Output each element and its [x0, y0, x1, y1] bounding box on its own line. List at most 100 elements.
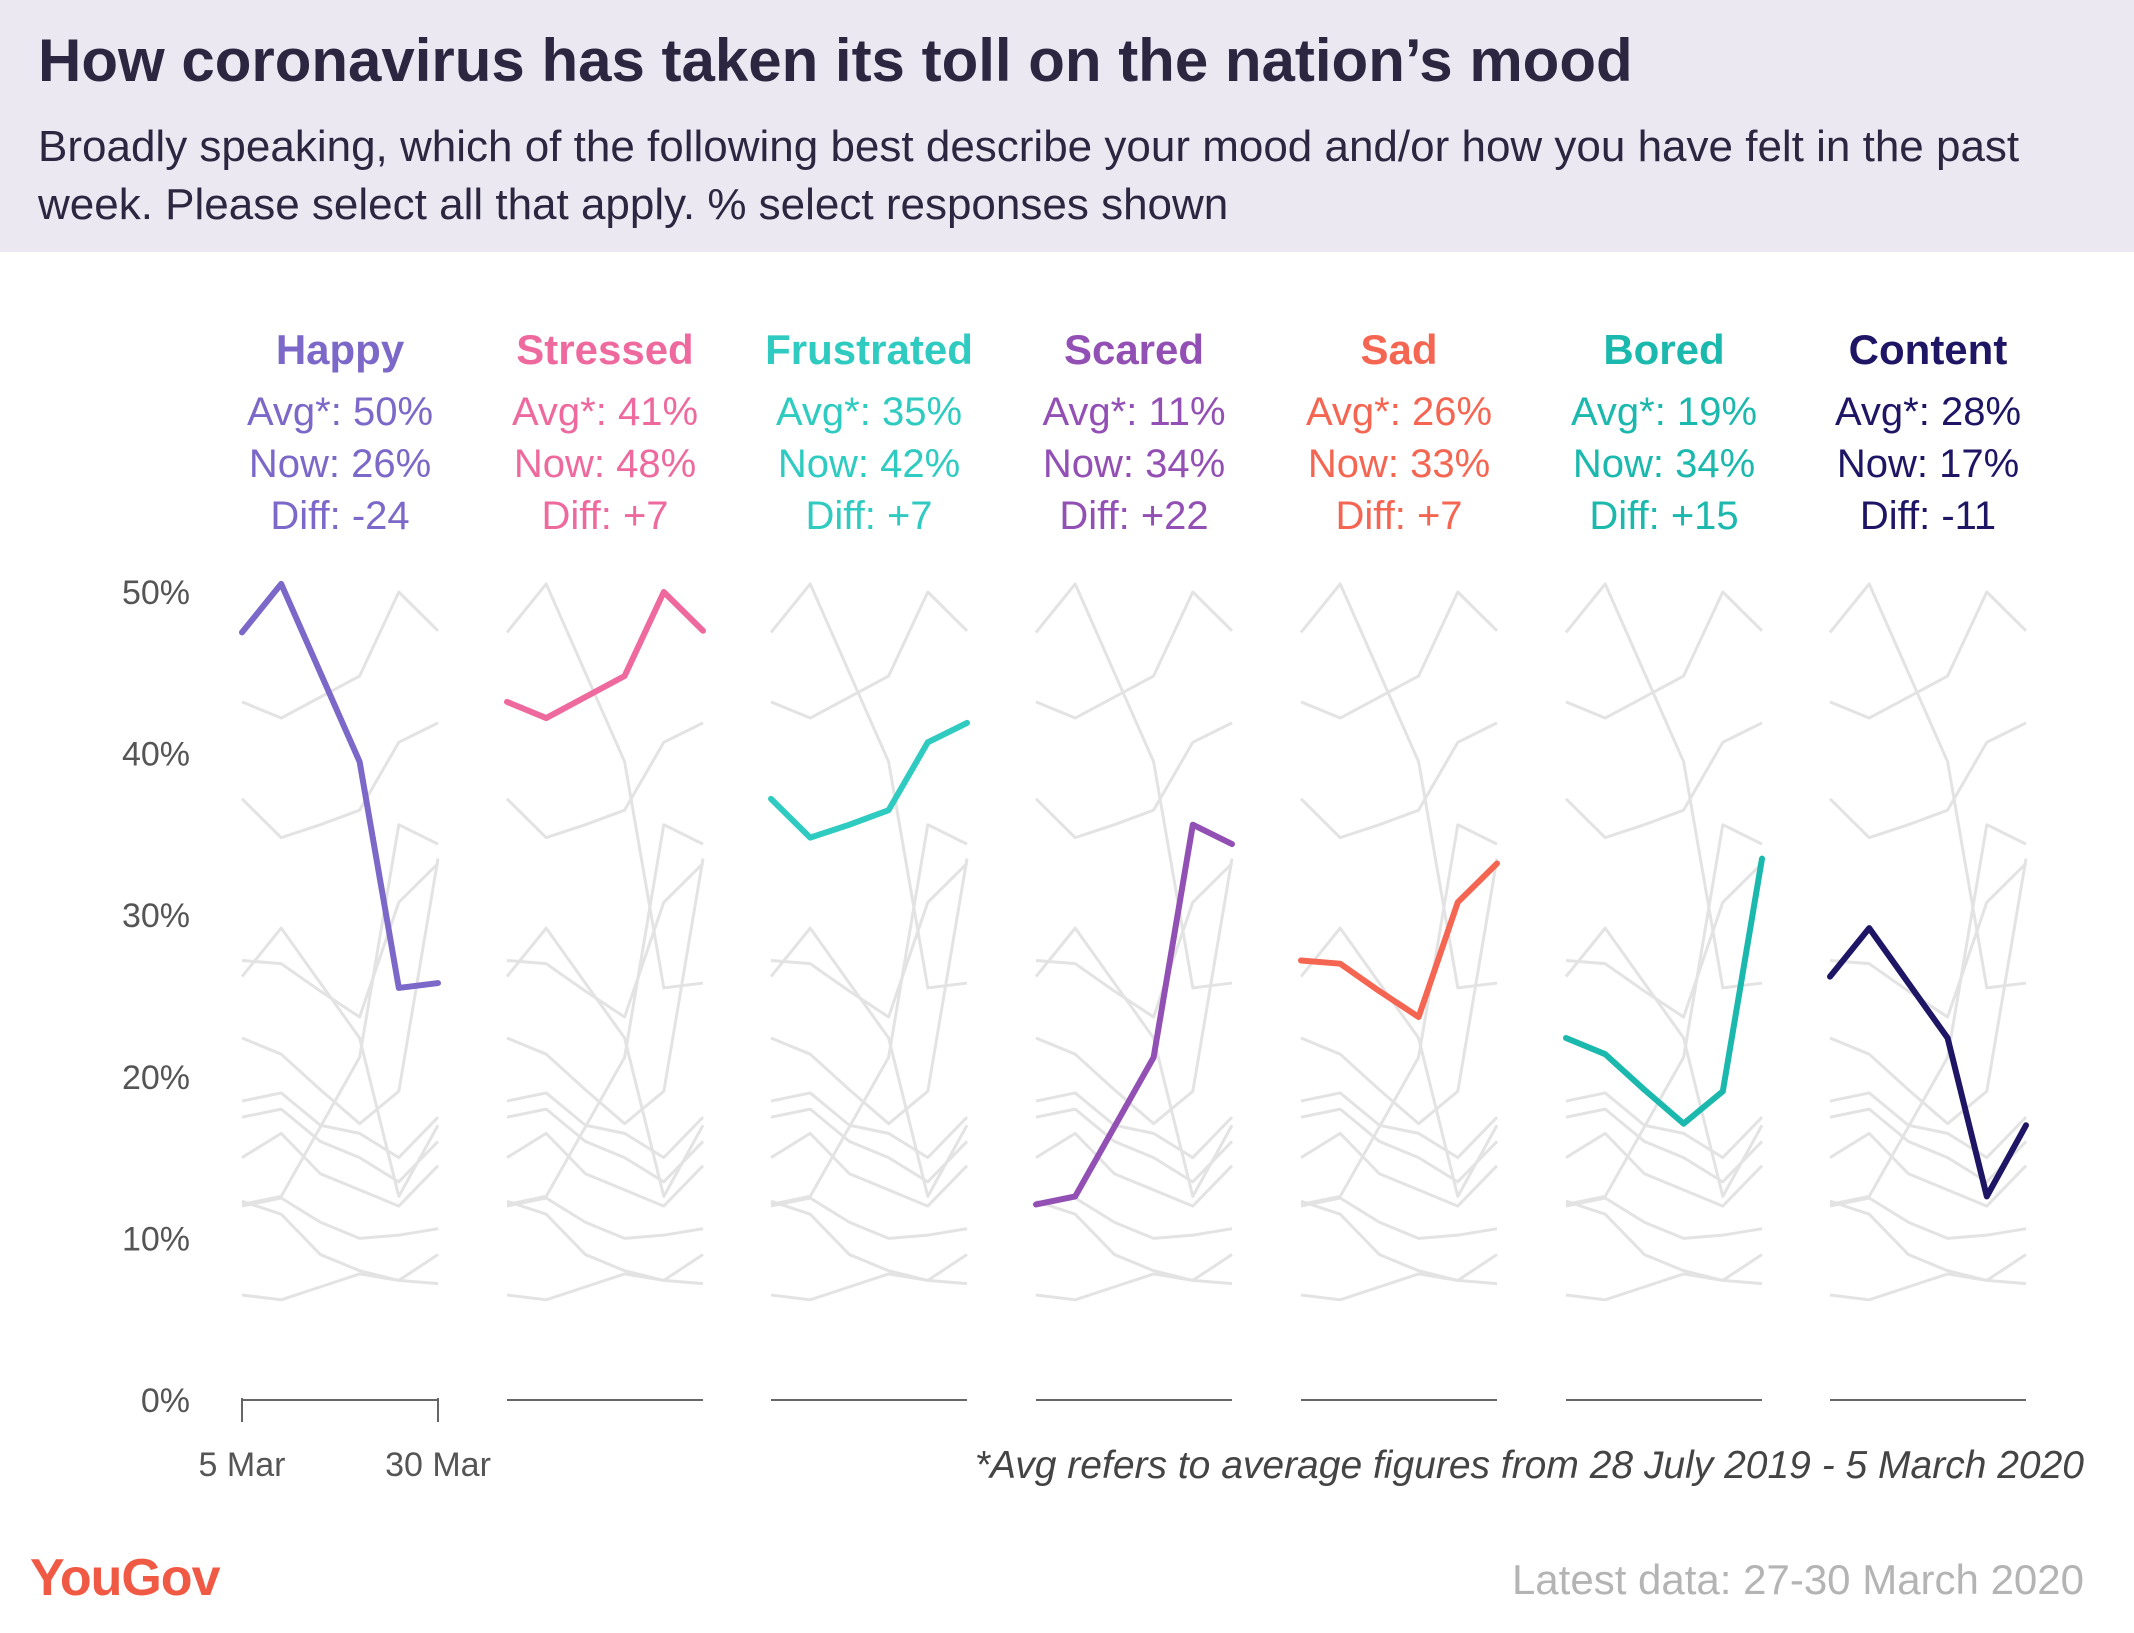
series-diff: Diff: -24: [270, 494, 409, 538]
footnote: *Avg refers to average figures from 28 J…: [974, 1444, 2084, 1487]
series-avg: Avg*: 50%: [247, 390, 433, 434]
background-series-line: [1565, 1107, 1764, 1184]
background-series-line: [241, 1107, 440, 1184]
header-band: How coronavirus has taken its toll on th…: [0, 0, 2134, 252]
background-series-line: [240, 721, 439, 840]
background-series-line: [1829, 1131, 2028, 1208]
series-avg: Avg*: 28%: [1835, 390, 2021, 434]
x-tick-label: 30 Mar: [385, 1446, 491, 1484]
background-series-line: [1828, 721, 2027, 840]
background-series-line: [1564, 926, 1764, 1198]
series-now: Now: 34%: [1573, 442, 1755, 486]
background-series-line: [769, 582, 968, 990]
background-series-line: [770, 1091, 969, 1160]
background-series-line: [506, 1131, 705, 1208]
background-series-line: [1565, 590, 1764, 720]
background-series-line: [506, 862, 705, 1019]
background-series-line: [1300, 1199, 1498, 1286]
series-diff: Diff: +22: [1059, 494, 1208, 538]
background-series-line: [1565, 1131, 1764, 1208]
x-tick-label: 5 Mar: [199, 1446, 286, 1484]
background-series-line: [769, 926, 969, 1198]
background-series-line: [1300, 1253, 1498, 1302]
background-series-line: [241, 862, 440, 1019]
background-series-line: [1564, 721, 1763, 840]
background-series-line: [241, 1131, 440, 1208]
background-series-line: [1829, 823, 2027, 1206]
background-series-line: [1300, 590, 1499, 720]
series-now: Now: 33%: [1308, 442, 1490, 486]
background-series-line: [506, 1196, 704, 1240]
series-now: Now: 48%: [514, 442, 696, 486]
series-name: Content: [1849, 326, 2008, 373]
background-series-line: [1828, 582, 2027, 990]
background-series-line: [506, 1091, 705, 1160]
background-series-line: [1035, 590, 1234, 720]
y-tick-label: 0%: [141, 1382, 190, 1420]
background-series-line: [770, 1199, 968, 1286]
series-now: Now: 17%: [1837, 442, 2019, 486]
background-series-line: [241, 1199, 439, 1286]
background-series-line: [1035, 1091, 1234, 1160]
series-avg: Avg*: 41%: [512, 390, 698, 434]
y-tick-label: 30%: [122, 897, 190, 935]
background-series-line: [1034, 582, 1233, 990]
series-diff: Diff: -11: [1860, 494, 1996, 538]
background-series-line: [1299, 582, 1498, 990]
background-series-line: [1829, 1199, 2027, 1286]
background-series-line: [1300, 858, 1499, 1126]
background-series-line: [770, 590, 969, 720]
series-line: [1033, 821, 1235, 1208]
chart-subtitle: Broadly speaking, which of the following…: [38, 122, 2020, 229]
background-series-line: [241, 1253, 439, 1302]
y-tick-label: 20%: [122, 1059, 190, 1097]
series-name: Bored: [1603, 326, 1724, 373]
background-series-line: [1829, 1196, 2027, 1240]
series-diff: Diff: +7: [805, 494, 932, 538]
background-series-line: [1565, 823, 1763, 1206]
background-series-line: [1300, 823, 1498, 1206]
background-series-line: [1035, 1107, 1234, 1184]
background-series-line: [505, 926, 705, 1198]
background-series-line: [1300, 1107, 1499, 1184]
series-line: [504, 589, 706, 722]
background-series-line: [770, 1196, 968, 1240]
background-series-line: [1829, 858, 2028, 1126]
series-avg: Avg*: 11%: [1042, 390, 1225, 434]
background-series-line: [1299, 926, 1499, 1198]
series-now: Now: 34%: [1043, 442, 1225, 486]
background-series-line: [770, 862, 969, 1019]
background-series-line: [770, 858, 969, 1126]
series-name: Stressed: [516, 326, 693, 373]
background-series-line: [1299, 721, 1498, 840]
background-series-line: [240, 926, 440, 1198]
background-series-line: [1565, 1253, 1763, 1302]
background-series-line: [1564, 582, 1763, 990]
series-line: [1298, 860, 1500, 1021]
series-avg: Avg*: 19%: [1571, 390, 1757, 434]
background-series-line: [506, 1107, 705, 1184]
background-series-line: [241, 1196, 439, 1240]
background-series-line: [1565, 862, 1764, 1019]
background-series-line: [1300, 1091, 1499, 1160]
background-series-line: [1035, 1196, 1233, 1240]
small-multiples-chart: 0% 10% 20% 30% 40% 50% Happy Avg*: 50% Now: 26% D…: [122, 326, 2029, 1484]
background-series-line: [1035, 862, 1234, 1019]
background-series-line: [506, 858, 705, 1126]
series-name: Happy: [276, 326, 405, 373]
background-series-line: [1034, 926, 1234, 1198]
series-diff: Diff: +15: [1589, 494, 1738, 538]
background-series-line: [1035, 858, 1234, 1126]
y-tick-label: 40%: [122, 736, 190, 774]
series-avg: Avg*: 26%: [1306, 390, 1492, 434]
series-now: Now: 42%: [778, 442, 960, 486]
background-series-line: [770, 1107, 969, 1184]
background-series-line: [241, 1091, 440, 1160]
series-line: [1563, 855, 1765, 1127]
background-series-line: [1565, 1091, 1764, 1160]
y-tick-label: 10%: [122, 1220, 190, 1258]
background-series-line: [1829, 590, 2028, 720]
background-series-line: [1829, 1091, 2028, 1160]
background-series-line: [1829, 1253, 2027, 1302]
series-line: [1827, 925, 2029, 1200]
